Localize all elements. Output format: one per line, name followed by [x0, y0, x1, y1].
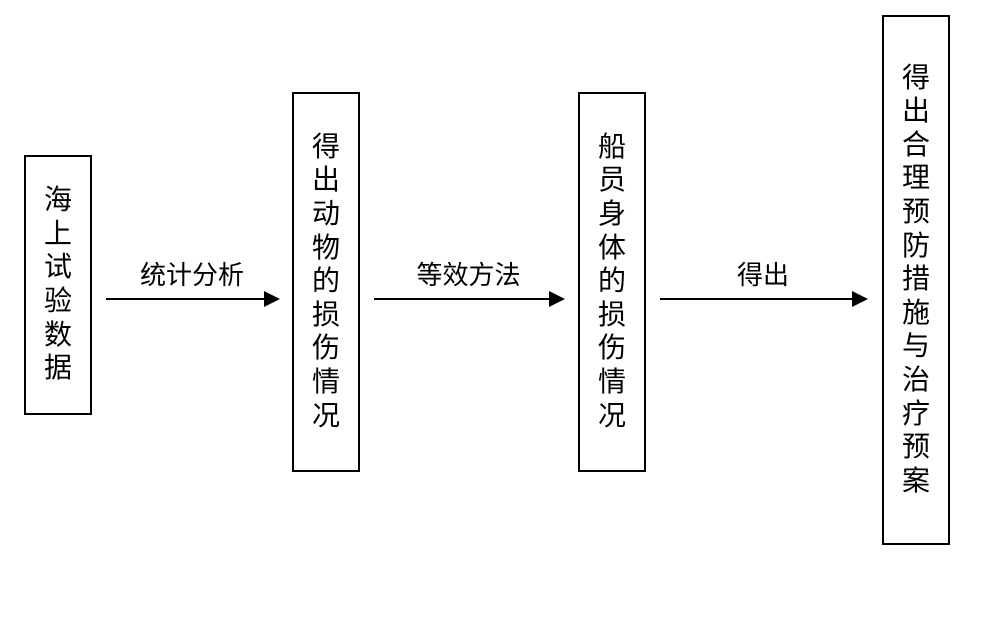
flowchart-node-2: 得 出 动 物 的 损 伤 情 况 [292, 92, 360, 472]
flowchart-edge-3: 得出 [652, 255, 874, 300]
arrow-icon [106, 298, 278, 300]
flowchart-node-1: 海 上 试 验 数 据 [24, 155, 92, 415]
edge-2-label: 等效方法 [416, 255, 520, 292]
node-3-text: 船 员 身 体 的 损 伤 情 况 [598, 131, 626, 433]
node-2-text: 得 出 动 物 的 损 伤 情 况 [312, 131, 340, 433]
arrow-icon [660, 298, 866, 300]
node-1-text: 海 上 试 验 数 据 [44, 184, 72, 386]
edge-3-label: 得出 [737, 255, 789, 292]
node-4-text: 得 出 合 理 预 防 措 施 与 治 疗 预 案 [902, 62, 930, 499]
flowchart-node-3: 船 员 身 体 的 损 伤 情 况 [578, 92, 646, 472]
flowchart-edge-1: 统计分析 [98, 255, 286, 300]
flowchart-edge-2: 等效方法 [366, 255, 571, 300]
arrow-icon [374, 298, 563, 300]
edge-1-label: 统计分析 [140, 255, 244, 292]
flowchart-node-4: 得 出 合 理 预 防 措 施 与 治 疗 预 案 [882, 15, 950, 545]
